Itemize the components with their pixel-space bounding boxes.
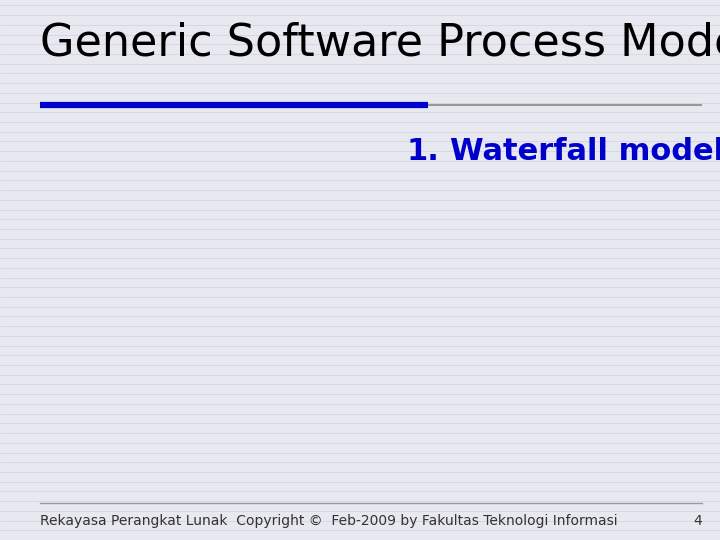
Text: Generic Software Process Model: Generic Software Process Model [40, 22, 720, 65]
Text: Rekayasa Perangkat Lunak  Copyright ©  Feb-2009 by Fakultas Teknologi Informasi: Rekayasa Perangkat Lunak Copyright © Feb… [40, 514, 617, 528]
Text: Waterfall model: Waterfall model [450, 137, 720, 166]
Text: 4: 4 [693, 514, 702, 528]
Text: 1.: 1. [407, 137, 440, 166]
